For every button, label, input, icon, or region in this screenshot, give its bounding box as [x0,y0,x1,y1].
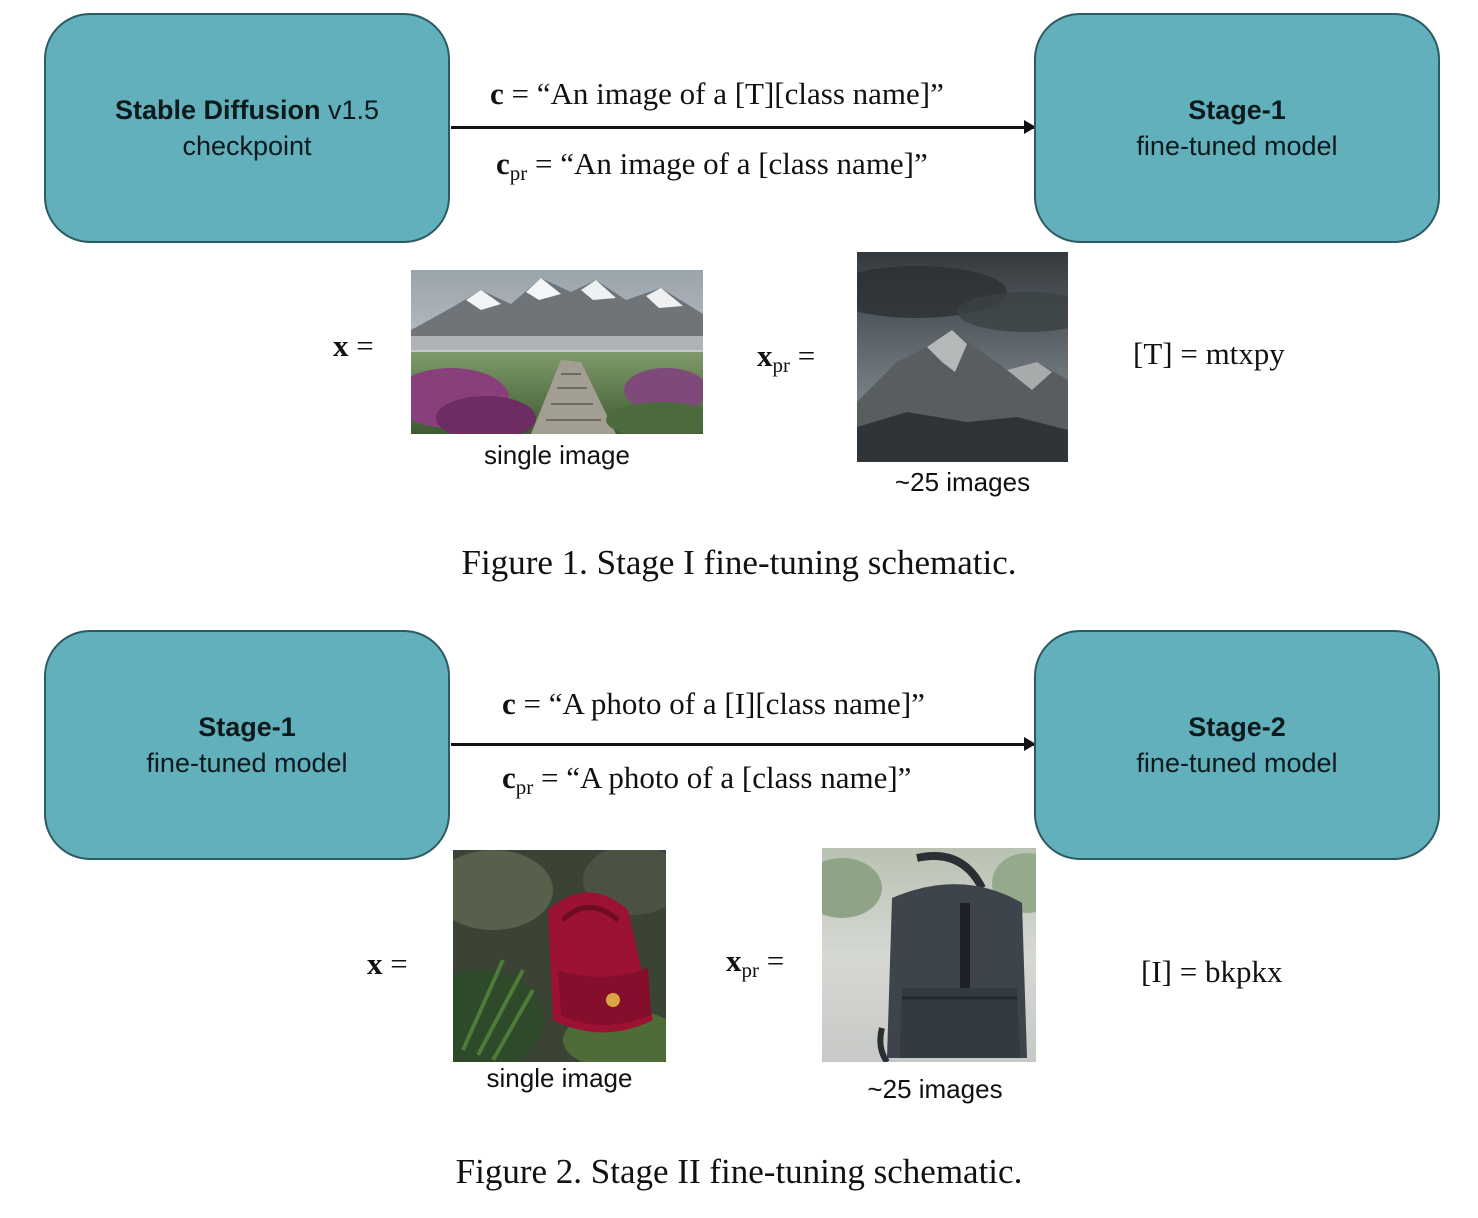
arrow-right [451,120,1036,134]
pr-subscript: pr [741,958,760,982]
box-title: Stage-1 [1188,95,1286,125]
box-title-version: v1.5 [320,95,380,125]
x-symbol: x [367,946,383,981]
pr-subscript: pr [772,353,791,377]
conditioning-prompt: c = “A photo of a [I][class name]” [502,686,925,721]
pr-subscript: pr [515,775,534,799]
prompt-text: “A photo of a [class name]” [566,760,912,795]
xpr-image-caption: ~25 images [867,1074,1003,1104]
x-image-caption: single image [486,1063,633,1093]
c-symbol: c [502,760,516,795]
red-backpack-image [453,850,666,1062]
arrow-right [451,737,1036,751]
prompt-text: “An image of a [T][class name]” [536,76,944,111]
prompt-text: “An image of a [class name]” [560,146,928,181]
c-symbol: c [496,146,510,181]
prompt-text: “A photo of a [I][class name]” [548,686,925,721]
box-title: Stable Diffusion [114,95,321,125]
c-symbol: c [490,76,504,111]
box-subtitle: fine-tuned model [1136,131,1338,161]
prior-prompt: cpr = “A photo of a [class name]” [502,760,912,799]
x-equals: x = [333,328,374,363]
box-subtitle: fine-tuned model [146,748,348,778]
conditioning-prompt: c = “An image of a [T][class name]” [490,76,944,111]
prior-prompt: cpr = “An image of a [class name]” [496,146,928,185]
box-subtitle: checkpoint [182,131,312,161]
c-symbol: c [502,686,516,721]
mountain-path-image [411,270,703,434]
box-subtitle: fine-tuned model [1136,748,1338,778]
box-title: Stage-1 [198,712,296,742]
token-definition: [I] = bkpkx [1141,954,1283,989]
x-symbol: x [726,943,742,978]
mountain-peaks-image [857,252,1068,462]
xpr-image-caption: ~25 images [894,467,1031,497]
xpr-equals: xpr = [757,338,816,377]
box-title: Stage-2 [1188,712,1286,742]
stage-1-model-box: Stage-1 fine-tuned model [44,630,450,860]
pr-subscript: pr [509,161,528,185]
x-symbol: x [333,328,349,363]
figure-caption: Figure 2. Stage II fine-tuning schematic… [455,1152,1023,1191]
token-definition: [T] = mtxpy [1133,336,1285,371]
figure-caption: Figure 1. Stage I fine-tuning schematic. [461,543,1017,582]
x-symbol: x [757,338,773,373]
stage-2-model-box: Stage-2 fine-tuned model [1034,630,1440,860]
xpr-equals: xpr = [726,943,785,982]
stable-diffusion-checkpoint-box: Stable Diffusion v1.5 checkpoint [44,13,450,243]
stage-1-model-box: Stage-1 fine-tuned model [1034,13,1440,243]
x-image-caption: single image [484,440,630,470]
dark-backpack-image [822,848,1036,1062]
x-equals: x = [367,946,408,981]
